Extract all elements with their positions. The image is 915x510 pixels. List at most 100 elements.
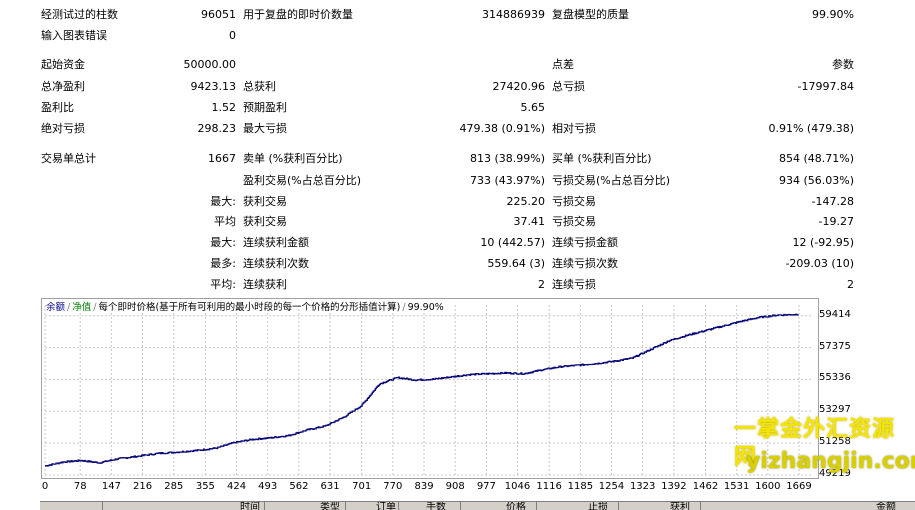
avg-prefix: 平均: [210,278,236,291]
avg-consec-losses-label: 连续亏损 [552,278,596,291]
legend-balance: 余额 [46,302,66,313]
legend-equity: 净值 [72,302,92,313]
x-tick-label: 147 [101,481,121,492]
bars-tested-label: 经测试过的柱数 [41,8,118,21]
max-drawdown-label: 最大亏损 [243,122,287,135]
x-tick-label: 216 [133,481,153,492]
y-tick-label: 59414 [819,308,851,320]
initial-deposit-label: 起始资金 [41,58,85,71]
short-positions-label: 卖单 (%获利百分比) [243,152,343,165]
balance-series-line [45,313,799,467]
balance-chart-panel: 余额 / 净值 / 每个即时价格(基于所有可利用的最小时段的每一个价格的分形插值计算) /… [41,298,819,479]
initial-deposit-value: 50000.00 [183,58,237,71]
max-prefix: 最大: [210,236,236,249]
th-amount[interactable]: 金额 [876,502,896,510]
maximal-consec-loss-label: 连续亏损次数 [552,257,618,270]
max-consec-wins-label: 连续获利金额 [243,236,309,249]
trades-table-header: 时间 类型 订单 手数 价格 止损 获利 金额 [40,501,915,510]
bars-tested-value: 96051 [201,8,236,21]
x-tick-label: 701 [352,481,372,492]
th-tp[interactable]: 获利 [670,502,690,510]
spread-value: 参数 [832,58,854,71]
avg-consec-wins-value: 2 [538,278,545,291]
th-sl[interactable]: 止损 [588,502,608,510]
max-consec-losses-value: 12 (-92.95) [792,236,854,249]
gross-profit-label: 总获利 [243,80,276,93]
loss-trades-label: 亏损交易(%占总百分比) [552,174,671,187]
avg-consec-losses-value: 2 [847,278,854,291]
maximal-consec-profit-label: 连续获利次数 [243,257,309,270]
x-tick-label: 1462 [692,481,719,492]
maximal-prefix: 最多: [210,257,236,270]
x-tick-label: 977 [476,481,496,492]
x-tick-label: 1531 [723,481,750,492]
x-tick-label: 1669 [786,481,812,492]
spread-label: 点差 [552,58,574,71]
long-positions-label: 买单 (%获利百分比) [552,152,652,165]
x-tick-label: 78 [73,481,87,492]
total-trades-value: 1667 [208,152,236,165]
gross-loss-label: 总亏损 [552,80,585,93]
x-tick-label: 1392 [661,481,687,492]
th-price[interactable]: 价格 [506,502,526,510]
max-consec-losses-label: 连续亏损金额 [552,236,618,249]
max-drawdown-value: 479.38 (0.91%) [459,122,545,135]
x-tick-label: 1185 [567,481,594,492]
x-tick-label: 1254 [598,481,625,492]
x-tick-label: 839 [414,481,434,492]
long-positions-value: 854 (48.71%) [778,152,854,165]
short-positions-value: 813 (38.99%) [469,152,545,165]
expected-payoff-value: 5.65 [520,101,546,114]
quality-label: 复盘模型的质量 [552,8,629,21]
gross-loss-value: -17997.84 [797,80,854,93]
x-tick-label: 1323 [629,481,656,492]
rel-drawdown-value: 0.91% (479.38) [768,122,854,135]
chart-quality: 99.90% [407,302,444,313]
y-tick-label: 53297 [819,404,851,416]
largest-loss-label: 亏损交易 [552,195,596,208]
th-time[interactable]: 时间 [240,502,260,510]
total-trades-label: 交易单总计 [41,152,96,165]
max-consec-wins-value: 10 (442.57) [480,236,545,249]
watermark-cn: 一掌金外汇资源网 [734,417,896,470]
ticks-value: 314886939 [482,8,545,21]
largest-profit-label: 获利交易 [243,195,287,208]
x-tick-label: 908 [445,481,465,492]
y-tick-label: 55336 [819,372,851,384]
maximal-consec-profit-value: 559.64 (3) [487,257,545,270]
x-tick-label: 1116 [536,481,562,492]
profit-factor-value: 1.52 [211,101,237,114]
avg-consec-wins-label: 连续获利 [243,278,287,291]
net-profit-value: 9423.13 [190,80,237,93]
balance-chart [44,305,813,476]
th-type[interactable]: 类型 [320,502,340,510]
x-tick-label: 631 [320,481,340,492]
th-order[interactable]: 订单 [376,502,396,510]
watermark-url: yizhangjin.com [746,449,915,474]
average-profit-label: 获利交易 [243,215,287,228]
largest-loss-value: -147.28 [811,195,854,208]
average-loss-label: 亏损交易 [552,215,596,228]
abs-drawdown-label: 绝对亏损 [41,122,85,135]
abs-drawdown-value: 298.23 [197,122,237,135]
maximal-consec-loss-value: -209.03 (10) [785,257,854,270]
x-tick-label: 285 [164,481,184,492]
x-tick-label: 0 [41,481,49,492]
largest-profit-value: 225.20 [506,195,546,208]
largest-prefix: 最大: [210,195,236,208]
chart-header: 余额 / 净值 / 每个即时价格(基于所有可利用的最小时段的每一个价格的分形插值计算) /… [46,302,444,313]
mismatch-label: 输入图表错误 [41,29,107,42]
profit-trades-label: 盈利交易(%占总百分比) [243,174,362,187]
mismatch-value: 0 [229,29,236,42]
y-tick-label: 49219 [819,468,851,479]
th-lots[interactable]: 手数 [426,502,446,510]
ticks-label: 用于复盘的即时价数量 [243,8,353,21]
quality-value: 99.90% [812,8,854,21]
x-tick-label: 562 [289,481,309,492]
average-prefix: 平均 [214,215,236,228]
loss-trades-value: 934 (56.03%) [778,174,854,187]
profit-trades-value: 733 (43.97%) [469,174,545,187]
y-tick-label: 57375 [819,340,851,352]
gross-profit-value: 27420.96 [492,80,546,93]
x-tick-label: 1600 [755,481,781,492]
